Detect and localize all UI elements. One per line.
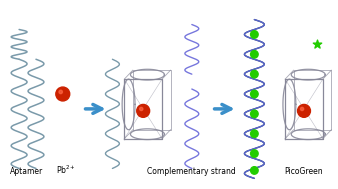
Circle shape bbox=[140, 107, 143, 111]
Circle shape bbox=[250, 167, 258, 174]
Circle shape bbox=[56, 87, 70, 101]
Circle shape bbox=[297, 105, 310, 117]
Text: PicoGreen: PicoGreen bbox=[285, 167, 323, 176]
Circle shape bbox=[250, 31, 258, 38]
Text: Complementary strand: Complementary strand bbox=[147, 167, 236, 176]
Circle shape bbox=[250, 90, 258, 98]
Circle shape bbox=[59, 90, 63, 94]
Text: Pb$^{2+}$: Pb$^{2+}$ bbox=[56, 164, 76, 176]
Circle shape bbox=[250, 110, 258, 118]
Circle shape bbox=[250, 150, 258, 157]
Text: Aptamer: Aptamer bbox=[10, 167, 44, 176]
Circle shape bbox=[250, 70, 258, 78]
Circle shape bbox=[250, 130, 258, 137]
Point bbox=[314, 43, 320, 46]
Circle shape bbox=[300, 107, 304, 111]
Circle shape bbox=[137, 105, 150, 117]
Circle shape bbox=[250, 50, 258, 58]
